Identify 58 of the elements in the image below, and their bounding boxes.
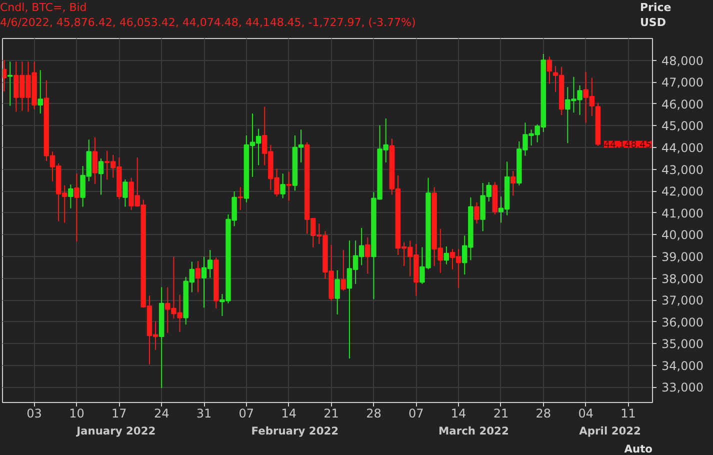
x-tick-label: 11 xyxy=(620,406,636,420)
y-tick-label: 48,000 xyxy=(662,54,704,68)
text: March 2022 xyxy=(438,424,509,438)
text: February 2022 xyxy=(251,424,339,438)
candlestick xyxy=(546,56,552,84)
candlestick xyxy=(474,202,480,224)
x-tick-label: 28 xyxy=(366,406,382,420)
y-tick-label: 34,000 xyxy=(662,358,704,373)
y-tick-label: 45,000 xyxy=(662,119,704,134)
y-tick-label: 38,000 xyxy=(662,272,704,286)
x-tick-label: 14 xyxy=(281,406,297,420)
x-tick-label: 14 xyxy=(450,406,466,420)
y-tick-label: 46,000 xyxy=(662,97,704,112)
candlestick xyxy=(365,236,370,274)
candlestick xyxy=(286,171,292,202)
y-tick-label: 40,000 xyxy=(662,228,704,242)
x-tick-label: 28 xyxy=(536,406,552,420)
text: Auto xyxy=(624,442,652,455)
candlestick xyxy=(195,260,201,293)
x-tick-label: 31 xyxy=(196,406,212,420)
candlestick xyxy=(68,184,74,209)
candlestick xyxy=(238,186,243,211)
y-tick-label: 37,000 xyxy=(662,294,704,308)
candlestick xyxy=(334,270,340,315)
x-tick-label: 10 xyxy=(69,406,84,420)
x-tick-label: 07 xyxy=(238,406,254,420)
y-tick-label: 41,000 xyxy=(662,206,704,220)
x-tick-label: 21 xyxy=(493,406,509,420)
candlestick xyxy=(444,246,450,265)
candlestick xyxy=(122,179,128,208)
candlestick xyxy=(98,158,104,196)
y-tick-label: 39,000 xyxy=(662,250,704,264)
x-tick-label: 04 xyxy=(578,406,594,420)
y-tick-label: 42,000 xyxy=(662,184,704,199)
y-tick-label: 43,000 xyxy=(662,162,704,177)
candlestick xyxy=(510,170,516,196)
y-tick-label: 36,000 xyxy=(662,315,704,330)
x-tick-label: 21 xyxy=(324,406,339,420)
x-tick-label: 07 xyxy=(408,406,424,420)
candlestick xyxy=(92,136,98,184)
chart-title: Cndl, BTC=, Bid xyxy=(0,1,87,14)
annotation: 44,148.45 xyxy=(604,140,652,151)
y-tick-label: 35,000 xyxy=(662,337,704,352)
chart-subtitle: 4/6/2022, 45,876.42, 46,053.42, 44,074.48, 44,148.45, -1,727.97, (-3.77%) xyxy=(0,16,416,29)
y-tick-label: 47,000 xyxy=(662,76,704,90)
text: April 2022 xyxy=(579,424,641,438)
candlestick xyxy=(2,60,7,92)
x-tick-label: 03 xyxy=(26,406,42,420)
x-tick-label: 24 xyxy=(154,406,170,420)
text: January 2022 xyxy=(76,424,156,438)
x-tick-label: 17 xyxy=(112,406,127,420)
candlestick xyxy=(38,70,43,114)
y-tick-label: 44,000 xyxy=(662,140,704,155)
candlestick xyxy=(74,173,80,242)
candlestick xyxy=(340,249,346,292)
candlestick xyxy=(280,173,286,199)
y-axis-title: Price USD xyxy=(640,0,672,30)
y-tick-label: 33,000 xyxy=(662,380,704,395)
